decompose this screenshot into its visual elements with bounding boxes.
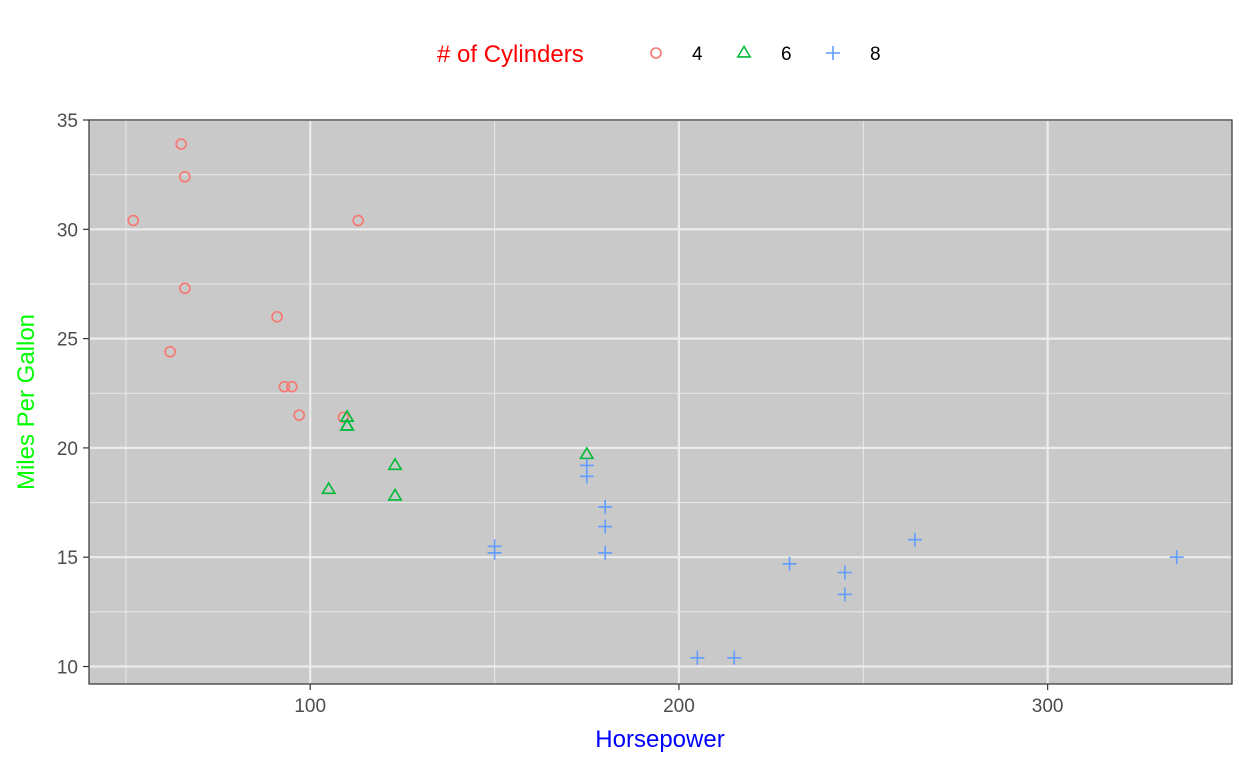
legend-entries: 4 6 8: [650, 44, 881, 65]
data-point-triangle: [339, 409, 355, 423]
y-tick-label: 30: [57, 220, 78, 241]
y-axis-title: Miles Per Gallon: [13, 314, 40, 490]
x-tick-label: 300: [1032, 696, 1064, 717]
y-tick-label: 15: [57, 548, 78, 569]
y-tick-label: 10: [57, 658, 78, 679]
plot-panel: [89, 120, 1232, 684]
data-point-plus: [727, 650, 742, 665]
data-point-circle: [337, 411, 350, 424]
data-point-plus: [579, 458, 594, 473]
data-point-circle: [179, 171, 191, 183]
data-point-plus: [837, 587, 852, 602]
data-point-plus: [1169, 550, 1184, 565]
minor-gridlines: [89, 120, 1233, 684]
data-point-plus: [598, 499, 613, 514]
data-point-triangle: [321, 481, 337, 495]
legend-key-plus: [826, 46, 840, 60]
data-point-circle: [352, 214, 364, 227]
data-point-circle: [127, 214, 140, 227]
data-point-plus: [487, 545, 502, 560]
data-point-triangle: [387, 457, 403, 471]
data-point-triangle: [579, 446, 595, 460]
data-point-plus: [598, 519, 613, 534]
data-point-plus: [907, 532, 922, 547]
data-point-circle: [278, 380, 291, 393]
data-point-circle: [179, 282, 191, 295]
data-point-plus: [837, 565, 852, 580]
data-point-circle: [164, 345, 176, 358]
data-point-circle: [175, 138, 187, 150]
data-point-plus: [690, 650, 705, 665]
data-point-triangle: [339, 417, 355, 431]
legend-label: 6: [781, 44, 792, 65]
legend-label: 8: [870, 44, 881, 65]
data-point-plus: [782, 556, 797, 571]
y-tick-label: 35: [57, 111, 78, 132]
axis-ticks: [83, 119, 1049, 690]
y-tick-label: 25: [57, 330, 78, 351]
x-tick-label: 100: [294, 696, 326, 717]
plot-border: [88, 119, 1233, 685]
data-point-plus: [598, 545, 613, 560]
tick-labels: 100 200 300 10 15 20 25 30 35: [57, 111, 1064, 717]
x-tick-label: 200: [663, 696, 695, 717]
data-points: [127, 138, 1184, 665]
legend-key-circle: [650, 47, 662, 59]
data-point-circle: [293, 409, 305, 421]
data-point-triangle: [387, 487, 403, 501]
data-point-circle: [285, 380, 298, 393]
legend-key-triangle: [736, 44, 752, 58]
x-axis-title: Horsepower: [595, 726, 724, 753]
legend-label: 4: [692, 44, 703, 65]
legend: # of Cylinders 4 6 8: [437, 41, 881, 68]
data-point-circle: [271, 310, 283, 323]
y-tick-label: 20: [57, 439, 78, 460]
legend-title: # of Cylinders: [437, 41, 584, 68]
